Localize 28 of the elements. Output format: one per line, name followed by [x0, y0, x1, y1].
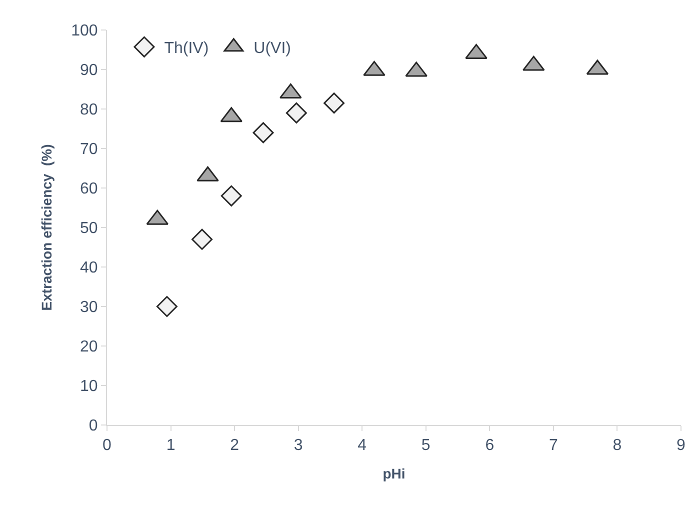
y-tick-label: 10 — [80, 378, 98, 396]
x-tick-label: 2 — [230, 437, 240, 454]
x-tick-label: 3 — [294, 437, 303, 454]
y-tick-label: 100 — [71, 22, 98, 40]
y-tick-label: 20 — [80, 338, 98, 356]
y-tick-label: 70 — [80, 141, 98, 158]
y-tick-label: 0 — [88, 418, 98, 435]
x-tick-label: 8 — [612, 437, 622, 454]
y-tick-label: 50 — [80, 220, 98, 238]
x-tick-label: 7 — [548, 437, 558, 454]
x-tick-label: 0 — [102, 437, 112, 454]
x-axis-title: pHi — [382, 466, 406, 482]
x-tick-label: 5 — [421, 437, 430, 454]
x-tick-label: 9 — [676, 437, 686, 454]
y-tick-label: 60 — [80, 180, 98, 198]
x-tick-label: 1 — [166, 437, 176, 454]
y-tick-label: 80 — [80, 102, 98, 119]
y-axis-title: Extraction efficiency (%) — [38, 144, 55, 311]
y-tick-label: 90 — [80, 62, 98, 80]
point — [220, 185, 242, 206]
y-tick-label: 30 — [80, 299, 98, 316]
x-tick-label: 6 — [485, 437, 494, 454]
legend-label: Th(IV) — [164, 40, 209, 58]
y-tick-label: 40 — [80, 260, 98, 277]
point — [192, 228, 213, 250]
point — [156, 296, 178, 317]
x-tick-label: 4 — [358, 437, 367, 454]
legend-label: U(VI) — [254, 40, 291, 58]
